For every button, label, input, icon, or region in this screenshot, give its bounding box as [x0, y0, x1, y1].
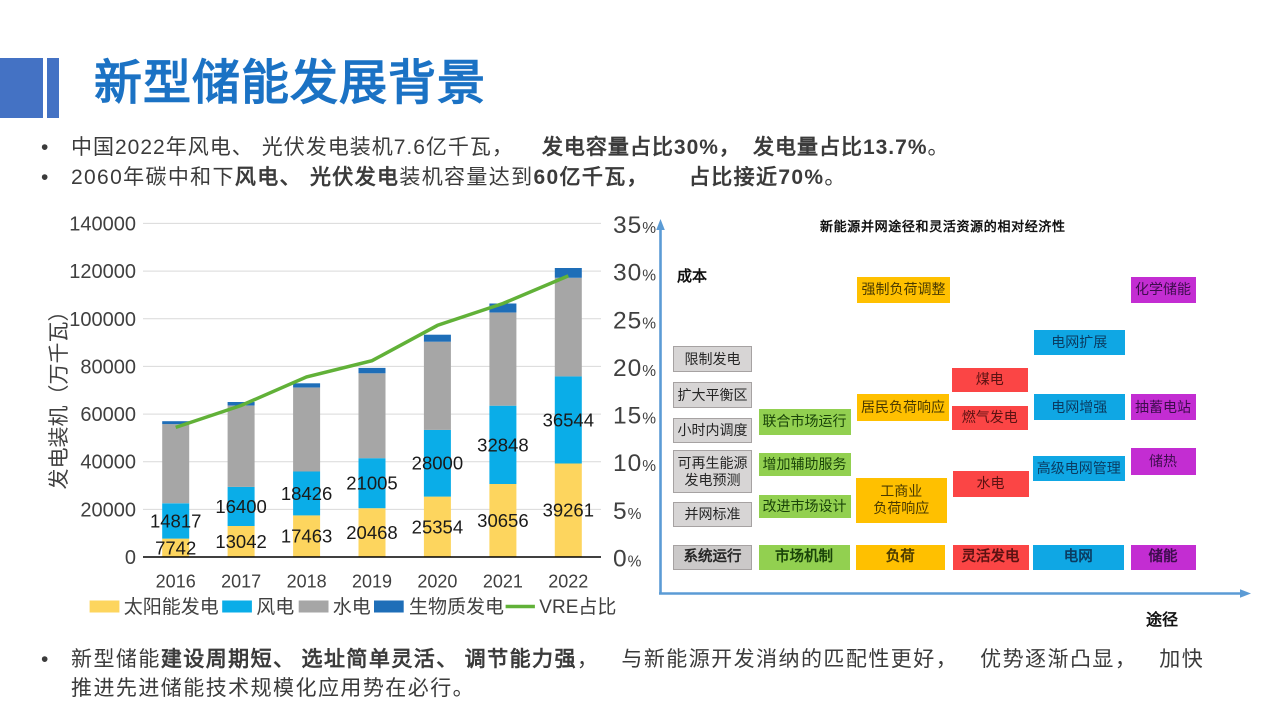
svg-text:17463: 17463: [281, 526, 332, 547]
svg-text:风电: 风电: [256, 596, 294, 618]
svg-text:太阳能发电: 太阳能发电: [124, 596, 219, 618]
svg-text:13042: 13042: [215, 531, 266, 552]
svg-text:发电装机（万千瓦）: 发电装机（万千瓦）: [48, 301, 71, 490]
svg-text:20468: 20468: [346, 522, 397, 543]
svg-text:0: 0: [125, 547, 136, 569]
svg-text:2021: 2021: [483, 572, 523, 592]
svg-text:60000: 60000: [80, 404, 136, 426]
svg-text:2018: 2018: [287, 572, 327, 592]
svg-text:5%: 5%: [613, 498, 642, 525]
svg-text:30%: 30%: [613, 260, 657, 287]
svg-text:14817: 14817: [150, 510, 201, 531]
svg-text:VRE占比: VRE占比: [539, 596, 616, 618]
svg-text:25354: 25354: [412, 516, 463, 537]
svg-text:39261: 39261: [543, 500, 594, 521]
svg-text:21005: 21005: [346, 473, 397, 494]
svg-text:2022: 2022: [548, 572, 588, 592]
svg-text:水电: 水电: [333, 596, 371, 618]
svg-text:2016: 2016: [156, 572, 196, 592]
svg-text:20000: 20000: [80, 499, 136, 521]
svg-text:0%: 0%: [613, 546, 642, 573]
svg-text:30656: 30656: [477, 510, 528, 531]
svg-text:100000: 100000: [69, 309, 136, 331]
svg-text:28000: 28000: [412, 453, 463, 474]
svg-text:36544: 36544: [543, 409, 594, 430]
svg-text:生物质发电: 生物质发电: [409, 596, 504, 618]
svg-text:80000: 80000: [80, 356, 136, 378]
svg-text:120000: 120000: [69, 261, 136, 283]
svg-text:18426: 18426: [281, 483, 332, 504]
svg-text:7742: 7742: [155, 537, 196, 558]
svg-text:40000: 40000: [80, 452, 136, 474]
svg-text:2017: 2017: [221, 572, 261, 592]
svg-text:140000: 140000: [69, 213, 136, 235]
svg-text:20%: 20%: [613, 355, 657, 382]
svg-text:2019: 2019: [352, 572, 392, 592]
svg-text:16400: 16400: [215, 496, 266, 517]
svg-text:32848: 32848: [477, 434, 528, 455]
svg-text:2020: 2020: [417, 572, 457, 592]
